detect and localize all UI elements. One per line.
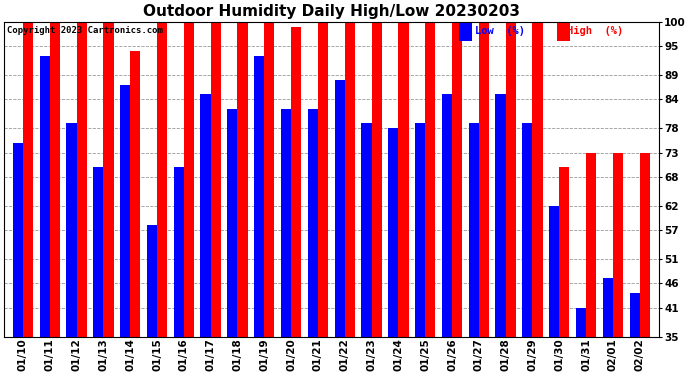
Bar (318, 22, 328, 337)
Bar (93, 167, 104, 337)
Bar (174, 167, 184, 337)
Bar (308, 109, 318, 337)
Bar (184, 22, 194, 337)
Bar (39, 56, 50, 337)
Bar (506, 22, 516, 337)
Bar (388, 128, 398, 337)
Text: Copyright 2023 Cartronics.com: Copyright 2023 Cartronics.com (8, 27, 164, 36)
Bar (415, 123, 425, 337)
Bar (495, 94, 506, 337)
Bar (157, 22, 167, 337)
Bar (12, 143, 23, 337)
Bar (479, 22, 489, 337)
Bar (264, 22, 275, 337)
Bar (557, 23, 570, 40)
Bar (640, 153, 650, 337)
Bar (237, 22, 248, 337)
Bar (345, 22, 355, 337)
Bar (201, 94, 210, 337)
Bar (281, 109, 291, 337)
Bar (603, 279, 613, 337)
Bar (335, 80, 345, 337)
Bar (120, 85, 130, 337)
Bar (452, 22, 462, 337)
Title: Outdoor Humidity Daily High/Low 20230203: Outdoor Humidity Daily High/Low 20230203 (143, 4, 520, 19)
Bar (372, 22, 382, 337)
Bar (459, 23, 472, 40)
Bar (629, 293, 640, 337)
Bar (66, 123, 77, 337)
Bar (23, 22, 33, 337)
Bar (227, 109, 237, 337)
Bar (104, 22, 114, 337)
Bar (147, 225, 157, 337)
Bar (522, 123, 533, 337)
Bar (576, 308, 586, 337)
Bar (549, 206, 560, 337)
Bar (533, 22, 542, 337)
Bar (210, 22, 221, 337)
Bar (130, 51, 140, 337)
Bar (425, 22, 435, 337)
Bar (50, 22, 60, 337)
Bar (586, 153, 596, 337)
Bar (469, 123, 479, 337)
Bar (560, 167, 569, 337)
Bar (291, 27, 302, 337)
Text: High  (%): High (%) (567, 27, 623, 36)
Bar (77, 22, 87, 337)
Bar (442, 94, 452, 337)
Bar (254, 56, 264, 337)
Bar (362, 123, 372, 337)
Text: Low  (%): Low (%) (475, 27, 525, 36)
Bar (613, 153, 623, 337)
Bar (398, 22, 408, 337)
